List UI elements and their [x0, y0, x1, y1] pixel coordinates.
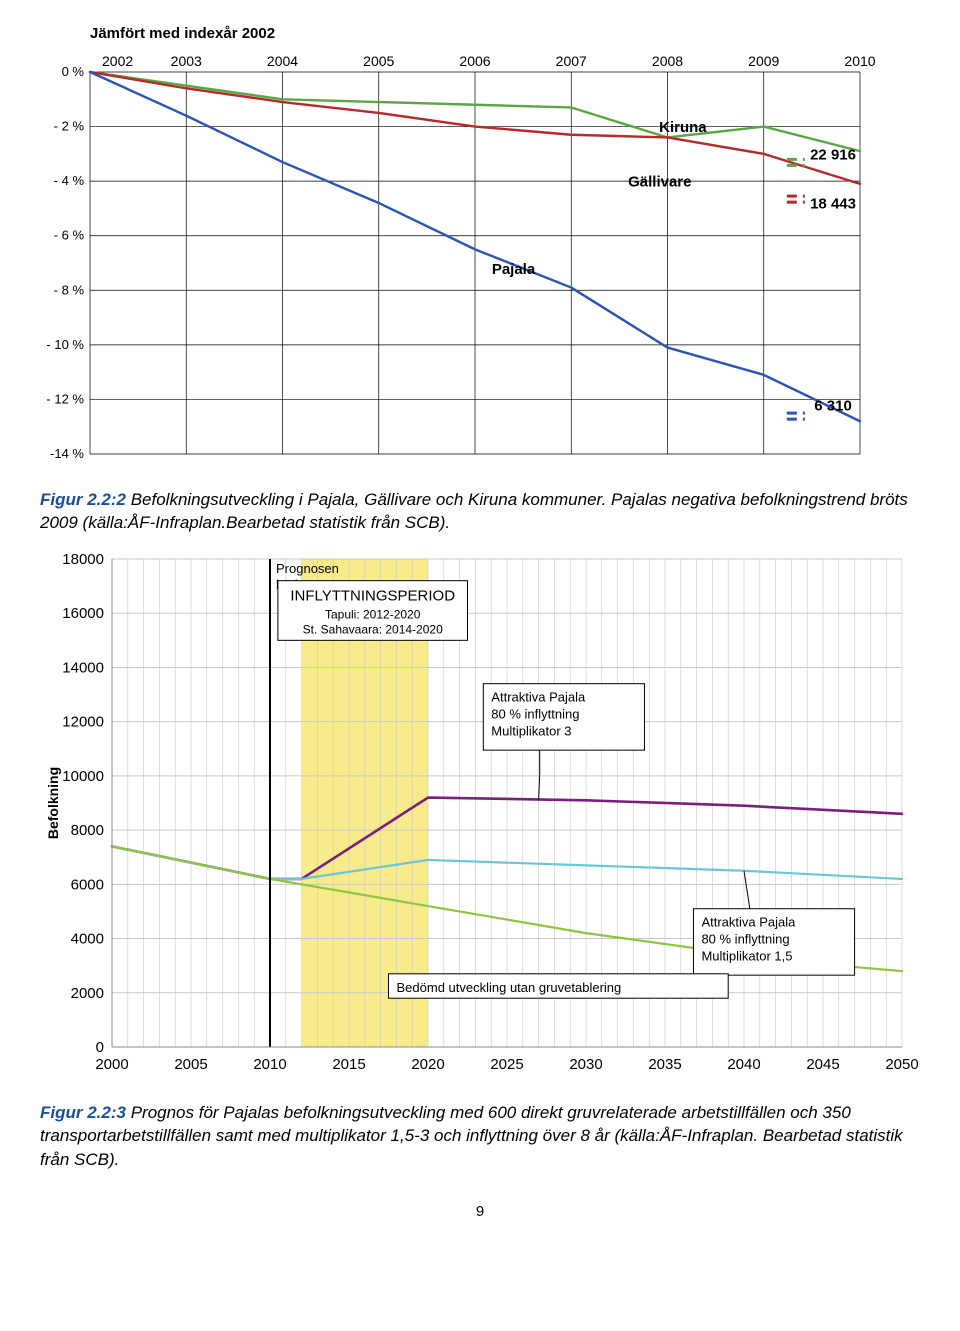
svg-text:16000: 16000	[62, 605, 104, 622]
svg-text:Attraktiva Pajala: Attraktiva Pajala	[701, 915, 796, 930]
svg-text:2010: 2010	[844, 53, 875, 69]
svg-text:14000: 14000	[62, 659, 104, 676]
svg-text:2006: 2006	[459, 53, 490, 69]
svg-text:18 443: 18 443	[810, 195, 856, 212]
svg-text:8000: 8000	[71, 822, 104, 839]
svg-text:2004: 2004	[267, 53, 298, 69]
svg-text:Prognosen: Prognosen	[276, 561, 339, 576]
svg-text:St. Sahavaara: 2014-2020: St. Sahavaara: 2014-2020	[303, 623, 443, 637]
svg-text:Befolkning: Befolkning	[45, 767, 61, 839]
caption2-ref: Figur 2.2:3	[40, 1103, 126, 1122]
svg-text:2045: 2045	[806, 1056, 839, 1073]
svg-text:12000: 12000	[62, 714, 104, 731]
svg-text:- 12 %: - 12 %	[46, 391, 84, 406]
svg-text:- 10 %: - 10 %	[46, 337, 84, 352]
svg-text:2010: 2010	[253, 1056, 286, 1073]
svg-text:2015: 2015	[332, 1056, 365, 1073]
caption-1: Figur 2.2:2 Befolkningsutveckling i Paja…	[40, 488, 920, 535]
svg-text:2008: 2008	[652, 53, 683, 69]
svg-text:10000: 10000	[62, 768, 104, 785]
svg-text:Multiplikator 3: Multiplikator 3	[491, 724, 571, 739]
caption2-body: Prognos för Pajalas befolkningsutvecklin…	[40, 1103, 903, 1169]
svg-text:- 2 %: - 2 %	[54, 119, 85, 134]
svg-text:2030: 2030	[569, 1056, 602, 1073]
chart1-svg: Jämfört med indexår 2002 0 % - 2 % - 4 % - 6…	[40, 20, 920, 470]
svg-text:- 4 %: - 4 %	[54, 173, 85, 188]
svg-text:6 310: 6 310	[814, 397, 852, 414]
svg-text:Tapuli: 2012-2020: Tapuli: 2012-2020	[325, 608, 421, 622]
caption1-body: Befolkningsutveckling i Pajala, Gällivar…	[40, 490, 908, 532]
chart1-container: Jämfört med indexår 2002 0 % - 2 % - 4 % - 6…	[40, 20, 920, 470]
svg-text:Gällivare: Gällivare	[628, 174, 691, 191]
svg-text:2000: 2000	[71, 985, 104, 1002]
svg-text:2005: 2005	[363, 53, 394, 69]
svg-text:22 916: 22 916	[810, 146, 856, 163]
svg-text:2020: 2020	[411, 1056, 444, 1073]
svg-text:2035: 2035	[648, 1056, 681, 1073]
svg-text:Jämfört med indexår 2002: Jämfört med indexår 2002	[90, 25, 275, 42]
chart2-container: 0200040006000800010000120001400016000180…	[40, 543, 920, 1083]
svg-text:0: 0	[96, 1039, 104, 1056]
svg-text:2000: 2000	[95, 1056, 128, 1073]
svg-text:Multiplikator 1,5: Multiplikator 1,5	[701, 949, 792, 964]
svg-text:4000: 4000	[71, 930, 104, 947]
svg-text:2040: 2040	[727, 1056, 760, 1073]
svg-text:6000: 6000	[71, 876, 104, 893]
svg-text:2009: 2009	[748, 53, 779, 69]
caption-2: Figur 2.2:3 Prognos för Pajalas befolkni…	[40, 1101, 920, 1171]
svg-text:- 6 %: - 6 %	[54, 228, 85, 243]
svg-text:Kiruna: Kiruna	[659, 119, 707, 136]
svg-text:Pajala: Pajala	[492, 261, 536, 278]
svg-text:2002: 2002	[102, 53, 133, 69]
page-number: 9	[40, 1203, 920, 1220]
svg-text:2005: 2005	[174, 1056, 207, 1073]
chart2-svg: 0200040006000800010000120001400016000180…	[40, 543, 920, 1083]
svg-text:INFLYTTNINGSPERIOD: INFLYTTNINGSPERIOD	[290, 588, 455, 605]
svg-text:80 % inflyttning: 80 % inflyttning	[701, 932, 789, 947]
svg-text:2007: 2007	[556, 53, 587, 69]
svg-text:Bedömd utveckling utan gruvet: Bedömd utveckling utan gruvetablering	[397, 980, 622, 995]
svg-text:2050: 2050	[885, 1056, 918, 1073]
svg-text:2003: 2003	[171, 53, 202, 69]
svg-text:80 % inflyttning: 80 % inflyttning	[491, 707, 579, 722]
svg-text:0 %: 0 %	[62, 64, 85, 79]
svg-text:-14 %: -14 %	[50, 446, 84, 461]
svg-text:- 8 %: - 8 %	[54, 282, 85, 297]
svg-text:Attraktiva Pajala: Attraktiva Pajala	[491, 690, 586, 705]
svg-text:2025: 2025	[490, 1056, 523, 1073]
svg-text:18000: 18000	[62, 551, 104, 568]
caption1-ref: Figur 2.2:2	[40, 490, 126, 509]
